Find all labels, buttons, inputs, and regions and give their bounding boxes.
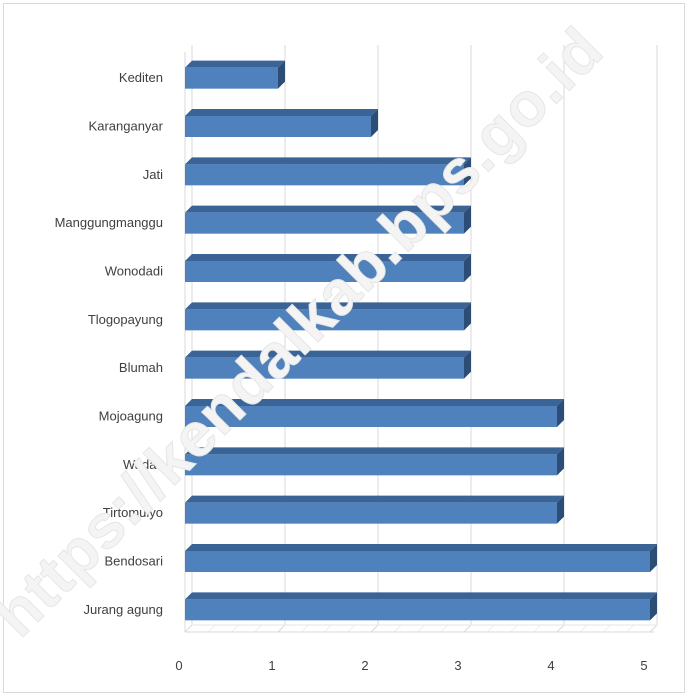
floor-minor-line [231,624,239,633]
category-label: Tlogopayung [88,312,163,327]
floor-minor-line [393,624,402,633]
bar-front-face [185,67,278,89]
floor-minor-line [533,624,542,633]
category-label: Jati [143,167,163,182]
floor-line-0 [184,624,193,633]
category-label: Mojoagung [99,409,163,424]
bar-side-face [557,447,564,476]
category-label: Jurang agung [83,602,163,617]
floor-minor-line [300,624,309,633]
floor-minor-line [579,624,588,633]
bar-tlogopayung [185,302,471,331]
bar-side-face [650,592,657,621]
category-label: Manggungmanggu [55,215,163,230]
bar-front-face [185,212,464,234]
bar-side-face [557,399,564,427]
bar-side-face [464,157,471,186]
floor-minor-line [417,624,425,633]
bar-side-face [464,350,471,379]
floor-minor-line [510,624,518,633]
floor-line-5 [649,624,658,633]
gridlines [184,45,658,633]
category-label: Tirtomulyo [103,505,163,520]
bar-front-face [185,261,464,282]
bar-top-face [185,205,471,213]
x-axis-ticks: 0 1 2 3 4 5 [175,658,647,673]
category-label: Wadas [123,457,163,472]
bar-top-face [185,60,285,68]
bar-manggungmanggu [185,205,471,234]
floor-minor-line [254,624,263,633]
bar-side-face [557,495,564,524]
bar-blumah [185,350,471,379]
floor-minor-line [324,624,332,633]
bar-top-face [185,302,471,310]
bar-front-face [185,406,557,427]
bar-side-face [650,544,657,572]
category-label: Kediten [119,70,163,85]
floor-minor-line [486,624,495,633]
category-labels: Kediten Karanganyar Jati Manggungmanggu Wono… [55,70,164,617]
bar-front-face [185,357,464,379]
floor-minor-line [626,624,635,633]
bar-front-face [185,164,464,186]
bar-side-face [278,60,285,89]
floor-minor-line [347,624,356,633]
bar-mojoagung [185,399,564,427]
x-tick-label: 3 [454,658,461,673]
category-label: Wonodadi [105,264,163,279]
bar-side-face [464,254,471,282]
bar-jurang-agung [185,592,657,621]
bar-side-face [371,109,378,137]
category-label: Karanganyar [89,119,164,134]
bar-wadas [185,447,564,476]
bar-bendosari [185,544,657,572]
bar-front-face [185,454,557,476]
x-tick-label: 1 [268,658,275,673]
bar-top-face [185,592,657,600]
bar-kediten [185,60,285,89]
category-label: Bendosari [104,554,163,569]
x-tick-label: 2 [361,658,368,673]
floor-line-1 [277,624,286,633]
x-tick-label: 4 [547,658,554,673]
x-tick-label: 5 [640,658,647,673]
bar-front-face [185,116,371,137]
bar-top-face [185,399,564,406]
floor-line-4 [556,624,565,633]
bar-wonodadi [185,254,471,282]
bar-top-face [185,109,378,116]
bar-side-face [464,205,471,234]
bar-karanganyar [185,109,378,137]
bar-top-face [185,157,471,165]
bar-front-face [185,551,650,572]
floor-minor-line [207,624,216,633]
bar-top-face [185,544,657,551]
floor-line-2 [370,624,379,633]
bar-top-face [185,254,471,261]
x-tick-label: 0 [175,658,182,673]
floor-minor-line [440,624,449,633]
bar-top-face [185,350,471,358]
bar-top-face [185,495,564,503]
bar-front-face [185,502,557,524]
bar-side-face [464,302,471,331]
bar-front-face [185,599,650,621]
floor-line-3 [463,624,472,633]
bar-tirtomulyo [185,495,564,524]
floor-minor-line [603,624,611,633]
bar-jati [185,157,471,186]
bars [185,60,657,621]
category-label: Blumah [119,360,163,375]
bar-front-face [185,309,464,331]
bar-top-face [185,447,564,455]
